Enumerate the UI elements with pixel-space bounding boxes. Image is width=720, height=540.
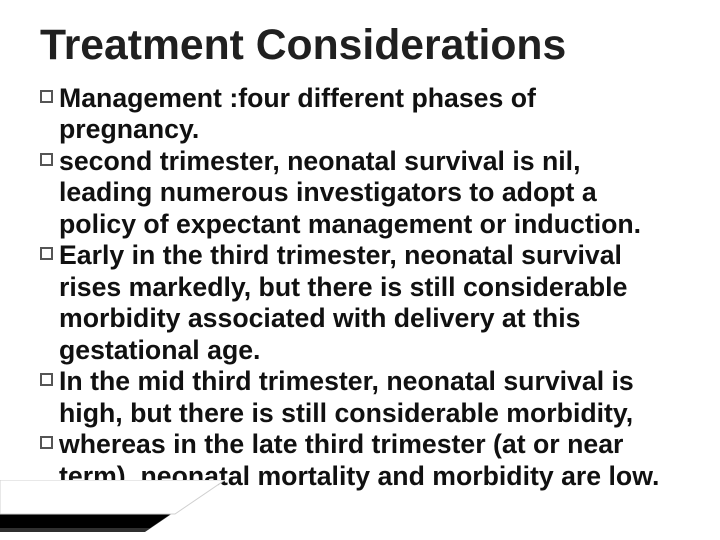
slide: Treatment Considerations Management :fou…: [0, 0, 720, 540]
bullet-item: whereas in the late third trimester (at …: [40, 429, 680, 492]
hollow-square-icon: [40, 436, 53, 449]
bullet-item: Early in the third trimester, neonatal s…: [40, 240, 680, 366]
bullet-item: Management :four different phases of pre…: [40, 83, 680, 146]
bullet-item: second trimester, neonatal survival is n…: [40, 146, 680, 240]
slide-body: Management :four different phases of pre…: [40, 83, 680, 492]
hollow-square-icon: [40, 153, 53, 166]
bullet-text: whereas in the late third trimester (at …: [59, 429, 680, 492]
hollow-square-icon: [40, 90, 53, 103]
bullet-text: Early in the third trimester, neonatal s…: [59, 240, 680, 366]
bullet-text: Management :four different phases of pre…: [59, 83, 680, 146]
decoration-shadow: [0, 498, 195, 532]
decoration-shadow-2: [0, 502, 188, 528]
bullet-item: In the mid third trimester, neonatal sur…: [40, 366, 680, 429]
slide-title: Treatment Considerations: [40, 22, 680, 69]
bullet-text: In the mid third trimester, neonatal sur…: [59, 366, 680, 429]
bullet-text: second trimester, neonatal survival is n…: [59, 146, 680, 240]
hollow-square-icon: [40, 373, 53, 386]
hollow-square-icon: [40, 247, 53, 260]
